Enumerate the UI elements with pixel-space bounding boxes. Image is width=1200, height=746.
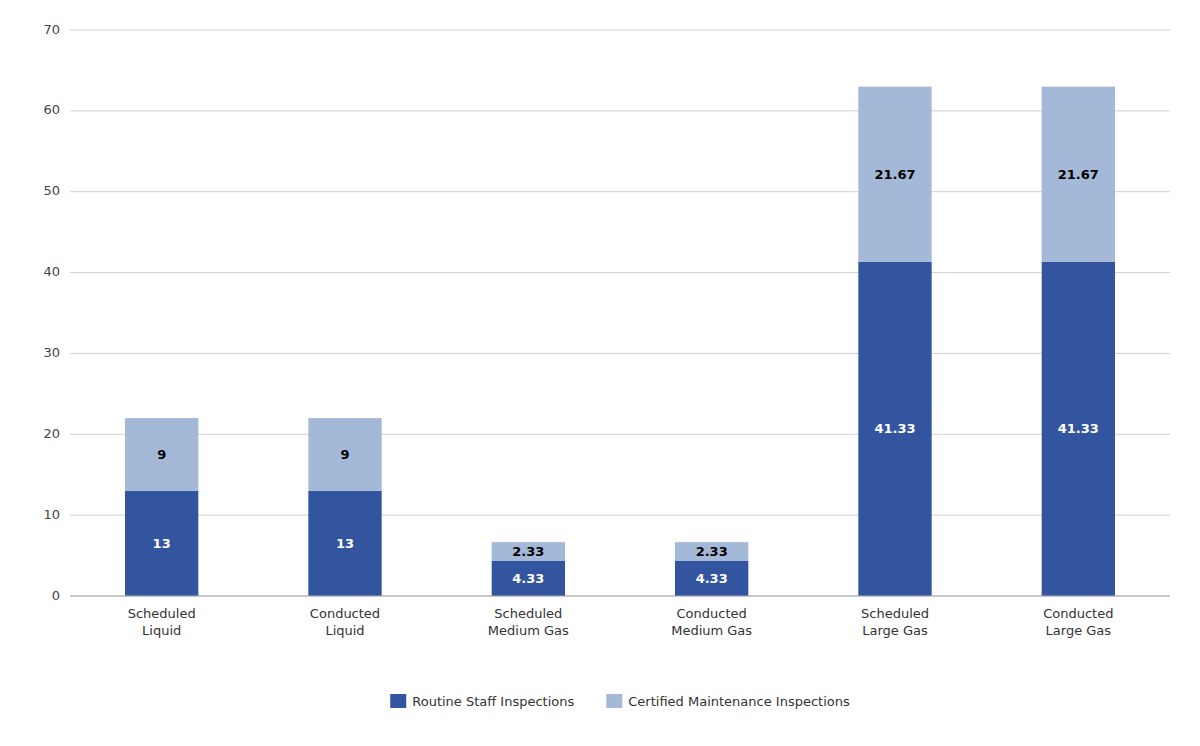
bar-segment <box>308 418 381 491</box>
grid-line <box>70 515 1170 516</box>
x-tick-label: ScheduledMedium Gas <box>488 606 569 638</box>
bar-segment <box>675 561 748 596</box>
x-tick-label: ScheduledLarge Gas <box>861 606 929 638</box>
bar-segment <box>125 491 198 596</box>
bar-segment <box>492 561 565 596</box>
y-tick-label: 20 <box>43 426 60 441</box>
data-label: 4.33 <box>512 571 544 586</box>
y-axis: 0 10 20 30 40 50 60 70 <box>43 22 1170 603</box>
grid-line <box>70 434 1170 435</box>
y-tick-label: 50 <box>43 183 60 198</box>
legend: Routine Staff Inspections Certified Maint… <box>390 694 850 709</box>
x-tick-label: ConductedMedium Gas <box>671 606 752 638</box>
legend-item: Routine Staff Inspections <box>390 694 574 709</box>
bar-segment <box>858 262 931 596</box>
data-label: 41.33 <box>874 421 915 436</box>
data-label: 41.33 <box>1058 421 1099 436</box>
y-tick-label: 30 <box>43 345 60 360</box>
x-tick-label: ConductedLarge Gas <box>1043 606 1113 638</box>
x-tick-label: ScheduledLiquid <box>128 606 196 638</box>
grid-line <box>70 272 1170 273</box>
data-label: 2.33 <box>512 544 544 559</box>
legend-label: Routine Staff Inspections <box>412 694 574 709</box>
data-label: 21.67 <box>1058 167 1099 182</box>
data-label: 13 <box>153 536 171 551</box>
grid-line <box>70 110 1170 111</box>
data-label: 21.67 <box>874 167 915 182</box>
data-label: 9 <box>157 447 166 462</box>
grid-line <box>70 191 1170 192</box>
y-tick-label: 70 <box>43 22 60 37</box>
bar-segment <box>675 542 748 561</box>
legend-swatch <box>390 694 406 708</box>
grid-line <box>70 30 1170 31</box>
data-label: 13 <box>336 536 354 551</box>
bar-segment <box>858 87 931 262</box>
bar-segment <box>1042 262 1115 596</box>
legend-label: Certified Maintenance Inspections <box>628 694 850 709</box>
bar-segment <box>125 418 198 491</box>
y-tick-label: 60 <box>43 102 60 117</box>
bar-segment <box>308 491 381 596</box>
x-tick-label: ConductedLiquid <box>310 606 380 638</box>
y-tick-label: 0 <box>52 588 60 603</box>
grid-line <box>70 596 1170 597</box>
x-axis-line <box>70 596 1170 597</box>
data-labels: 13 13 4.33 4.33 41.33 41.33 9 9 2.33 2.33 21.67 21.… <box>153 167 1099 586</box>
bars <box>125 87 1115 596</box>
data-label: 4.33 <box>696 571 728 586</box>
background <box>0 0 1200 746</box>
bar-segment <box>1042 87 1115 262</box>
legend-swatch <box>606 694 622 708</box>
data-label: 2.33 <box>696 544 728 559</box>
data-label: 9 <box>340 447 349 462</box>
chart: 0 10 20 30 40 50 60 70 13 13 4.33 4.33 41.33 41.33 9 9 2… <box>0 0 1200 746</box>
bar-segment <box>492 542 565 561</box>
x-axis: ScheduledLiquid ConductedLiquid ScheduledM… <box>128 606 1114 638</box>
grid-line <box>70 353 1170 354</box>
y-tick-label: 40 <box>43 264 60 279</box>
legend-item: Certified Maintenance Inspections <box>606 694 850 709</box>
y-tick-label: 10 <box>43 507 60 522</box>
